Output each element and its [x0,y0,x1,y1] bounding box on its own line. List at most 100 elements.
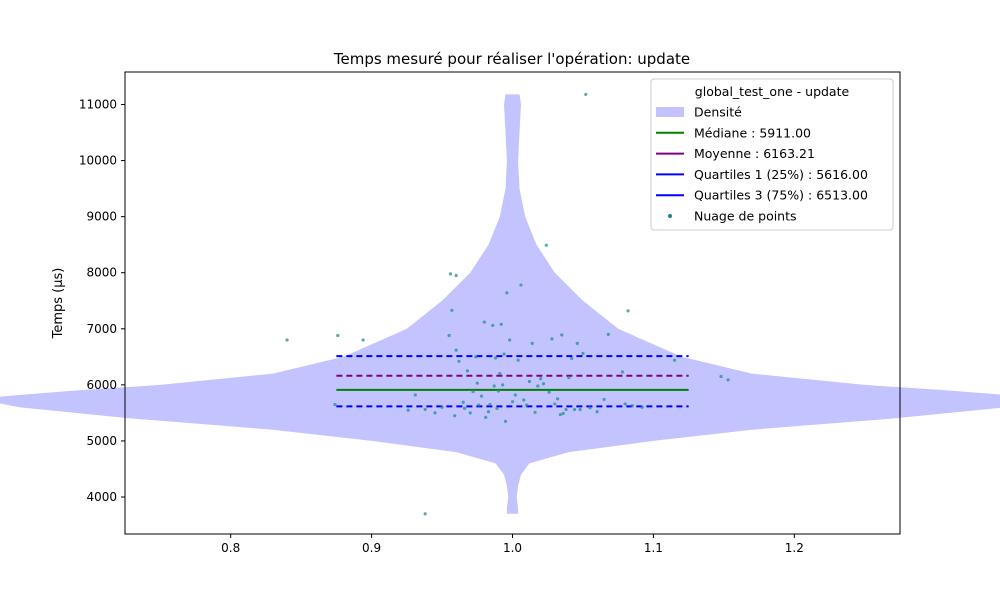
scatter-point [491,323,495,328]
scatter-point [536,384,540,388]
scatter-point [454,348,458,352]
scatter-point [492,384,496,388]
scatter-point [423,407,427,412]
scatter-point [564,407,568,412]
scatter-point [285,338,289,342]
scatter-point [447,333,451,338]
scatter-point [482,320,486,324]
scatter-point [553,402,557,406]
chart-title: Temps mesuré pour réaliser l'opération: … [333,50,690,68]
scatter-point [581,351,585,356]
scatter-point [726,378,730,382]
y-tick-label: 5000 [86,434,117,448]
scatter-point [498,372,502,376]
scatter-point [433,411,437,415]
scatter-point [672,358,677,362]
scatter-point [336,333,340,338]
scatter-point [578,407,582,412]
scatter-point [474,355,478,359]
y-tick-label: 9000 [86,210,117,224]
scatter-point [462,406,467,411]
scatter-point [575,341,579,345]
scatter-point [570,356,574,361]
scatter-point [516,358,520,362]
violin-body [0,94,1000,514]
scatter-point [630,404,634,408]
y-tick-label: 4000 [86,490,117,504]
scatter-point [333,402,337,407]
scatter-point [477,403,481,407]
legend-title: global_test_one - update [695,84,850,99]
scatter-point [555,397,560,401]
scatter-point [453,414,457,418]
scatter-point [547,390,551,394]
scatter-point [588,406,592,410]
legend-entry-label: Quartiles 3 (75%) : 6513.00 [694,188,868,203]
scatter-point [626,309,630,313]
scatter-point [503,419,508,423]
scatter-point [448,272,453,276]
x-tick-label: 0.9 [362,541,381,555]
scatter-point [488,402,492,407]
legend-box [650,78,894,231]
legend-swatch-density [656,107,684,117]
scatter-point [454,273,458,278]
scatter-point [561,411,565,416]
y-tick-label: 11000 [79,98,117,112]
scatter-point [479,394,484,398]
legend-swatch-dot [668,214,672,218]
scatter-point [550,337,554,341]
scatter-point [533,410,537,414]
scatter-point [423,512,427,516]
x-tick-label: 1.2 [785,541,804,555]
scatter-point [519,283,523,287]
scatter-point [495,406,499,411]
scatter-point [527,379,532,384]
scatter-point [501,383,505,387]
y-tick-label: 6000 [86,378,117,392]
legend-entry-label: Quartiles 1 (25%) : 5616.00 [694,167,868,182]
scatter-point [719,374,723,379]
legend-entry-label: Densité [694,105,742,120]
scatter-point [361,338,365,342]
scatter-point [524,403,529,407]
scatter-point [461,400,465,404]
scatter-point [471,389,475,394]
scatter-point [508,338,512,342]
scatter-point [468,411,472,415]
scatter-point [486,410,491,414]
x-tick-label: 1.0 [503,541,522,555]
axes: 0.8 0.9 1.0 1.1 1.2 4000 5000 6000 7000 8000 9000 1… [79,98,804,555]
scatter-point [499,322,503,326]
scatter-point [595,410,599,414]
scatter-point [440,405,444,409]
legend-entry-label: Moyenne : 6163.21 [694,146,815,161]
scatter-point [406,408,410,412]
scatter-point [450,308,454,312]
scatter-point [602,397,606,402]
y-tick-label: 7000 [86,322,117,336]
scatter-point [502,352,506,356]
scatter-point [530,341,534,345]
legend: global_test_one - update Densité Médiane :… [650,78,894,231]
x-tick-label: 1.1 [644,541,663,555]
x-tick-label: 0.8 [221,541,240,555]
scatter-point [584,92,588,97]
plot-area [0,92,1000,516]
scatter-point [623,402,627,406]
scatter-point [572,407,577,412]
y-tick-label: 8000 [86,266,117,280]
scatter-point [544,243,548,247]
y-tick-label: 10000 [79,154,117,168]
scatter-point [606,332,610,336]
scatter-point [510,400,515,404]
scatter-point [620,370,625,374]
scatter-point [493,356,498,360]
scatter-point [560,333,564,337]
legend-entry-label: Médiane : 5911.00 [694,125,811,140]
scatter-point [484,415,488,419]
scatter-point [413,393,417,397]
y-axis-label: Temps (µs) [51,268,66,340]
scatter-point [567,375,571,380]
